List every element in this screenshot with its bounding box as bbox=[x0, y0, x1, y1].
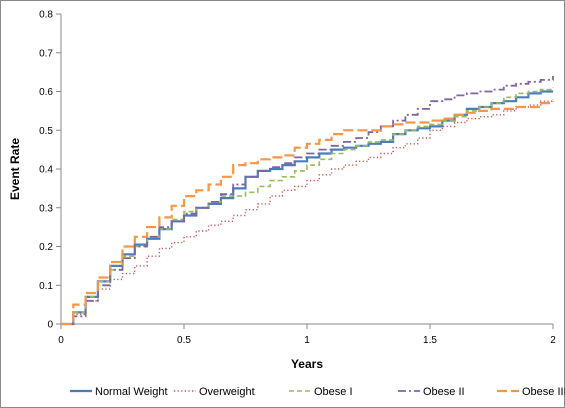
y-tick-label: 0.7 bbox=[39, 48, 53, 59]
legend-label-normal-weight: Normal Weight bbox=[95, 386, 168, 398]
y-tick-label: 0.1 bbox=[39, 281, 53, 292]
legend-label-obese-i: Obese I bbox=[314, 386, 353, 398]
y-tick-label: 0.5 bbox=[39, 126, 53, 137]
series-line-overweight bbox=[61, 99, 554, 325]
legend-label-obese-iii: Obese III bbox=[522, 386, 565, 398]
legend: Normal Weight Overweight Obese I Obese II Ob… bbox=[70, 386, 565, 398]
y-tick-label: 0.3 bbox=[39, 203, 53, 214]
legend-label-overweight: Overweight bbox=[199, 386, 255, 398]
y-axis-title: Event Rate bbox=[8, 138, 22, 200]
y-tick-label: 0.2 bbox=[39, 242, 53, 253]
y-tick-label: 0 bbox=[47, 320, 53, 331]
series-line-normal-weight bbox=[61, 90, 553, 326]
x-tick-label: 0 bbox=[58, 335, 64, 346]
series-line-obese-i bbox=[61, 87, 554, 325]
y-ticks: 0 0.1 0.2 0.3 0.4 0.5 0.6 0.7 0.8 bbox=[39, 10, 61, 331]
series-lines bbox=[61, 76, 555, 326]
x-tick-label: 0.5 bbox=[177, 335, 191, 346]
x-axis-title: Years bbox=[291, 357, 323, 371]
x-tick-label: 2 bbox=[550, 335, 556, 346]
y-tick-label: 0.4 bbox=[39, 165, 53, 176]
x-tick-label: 1.5 bbox=[423, 335, 437, 346]
y-tick-label: 0.8 bbox=[39, 10, 53, 21]
x-ticks: 0 0.5 1 1.5 2 bbox=[58, 324, 556, 346]
legend-label-obese-ii: Obese II bbox=[423, 386, 465, 398]
y-tick-label: 0.6 bbox=[39, 87, 53, 98]
series-line-obese-ii bbox=[61, 76, 554, 325]
series-line-obese-iii bbox=[61, 101, 555, 326]
x-tick-label: 1 bbox=[304, 335, 310, 346]
